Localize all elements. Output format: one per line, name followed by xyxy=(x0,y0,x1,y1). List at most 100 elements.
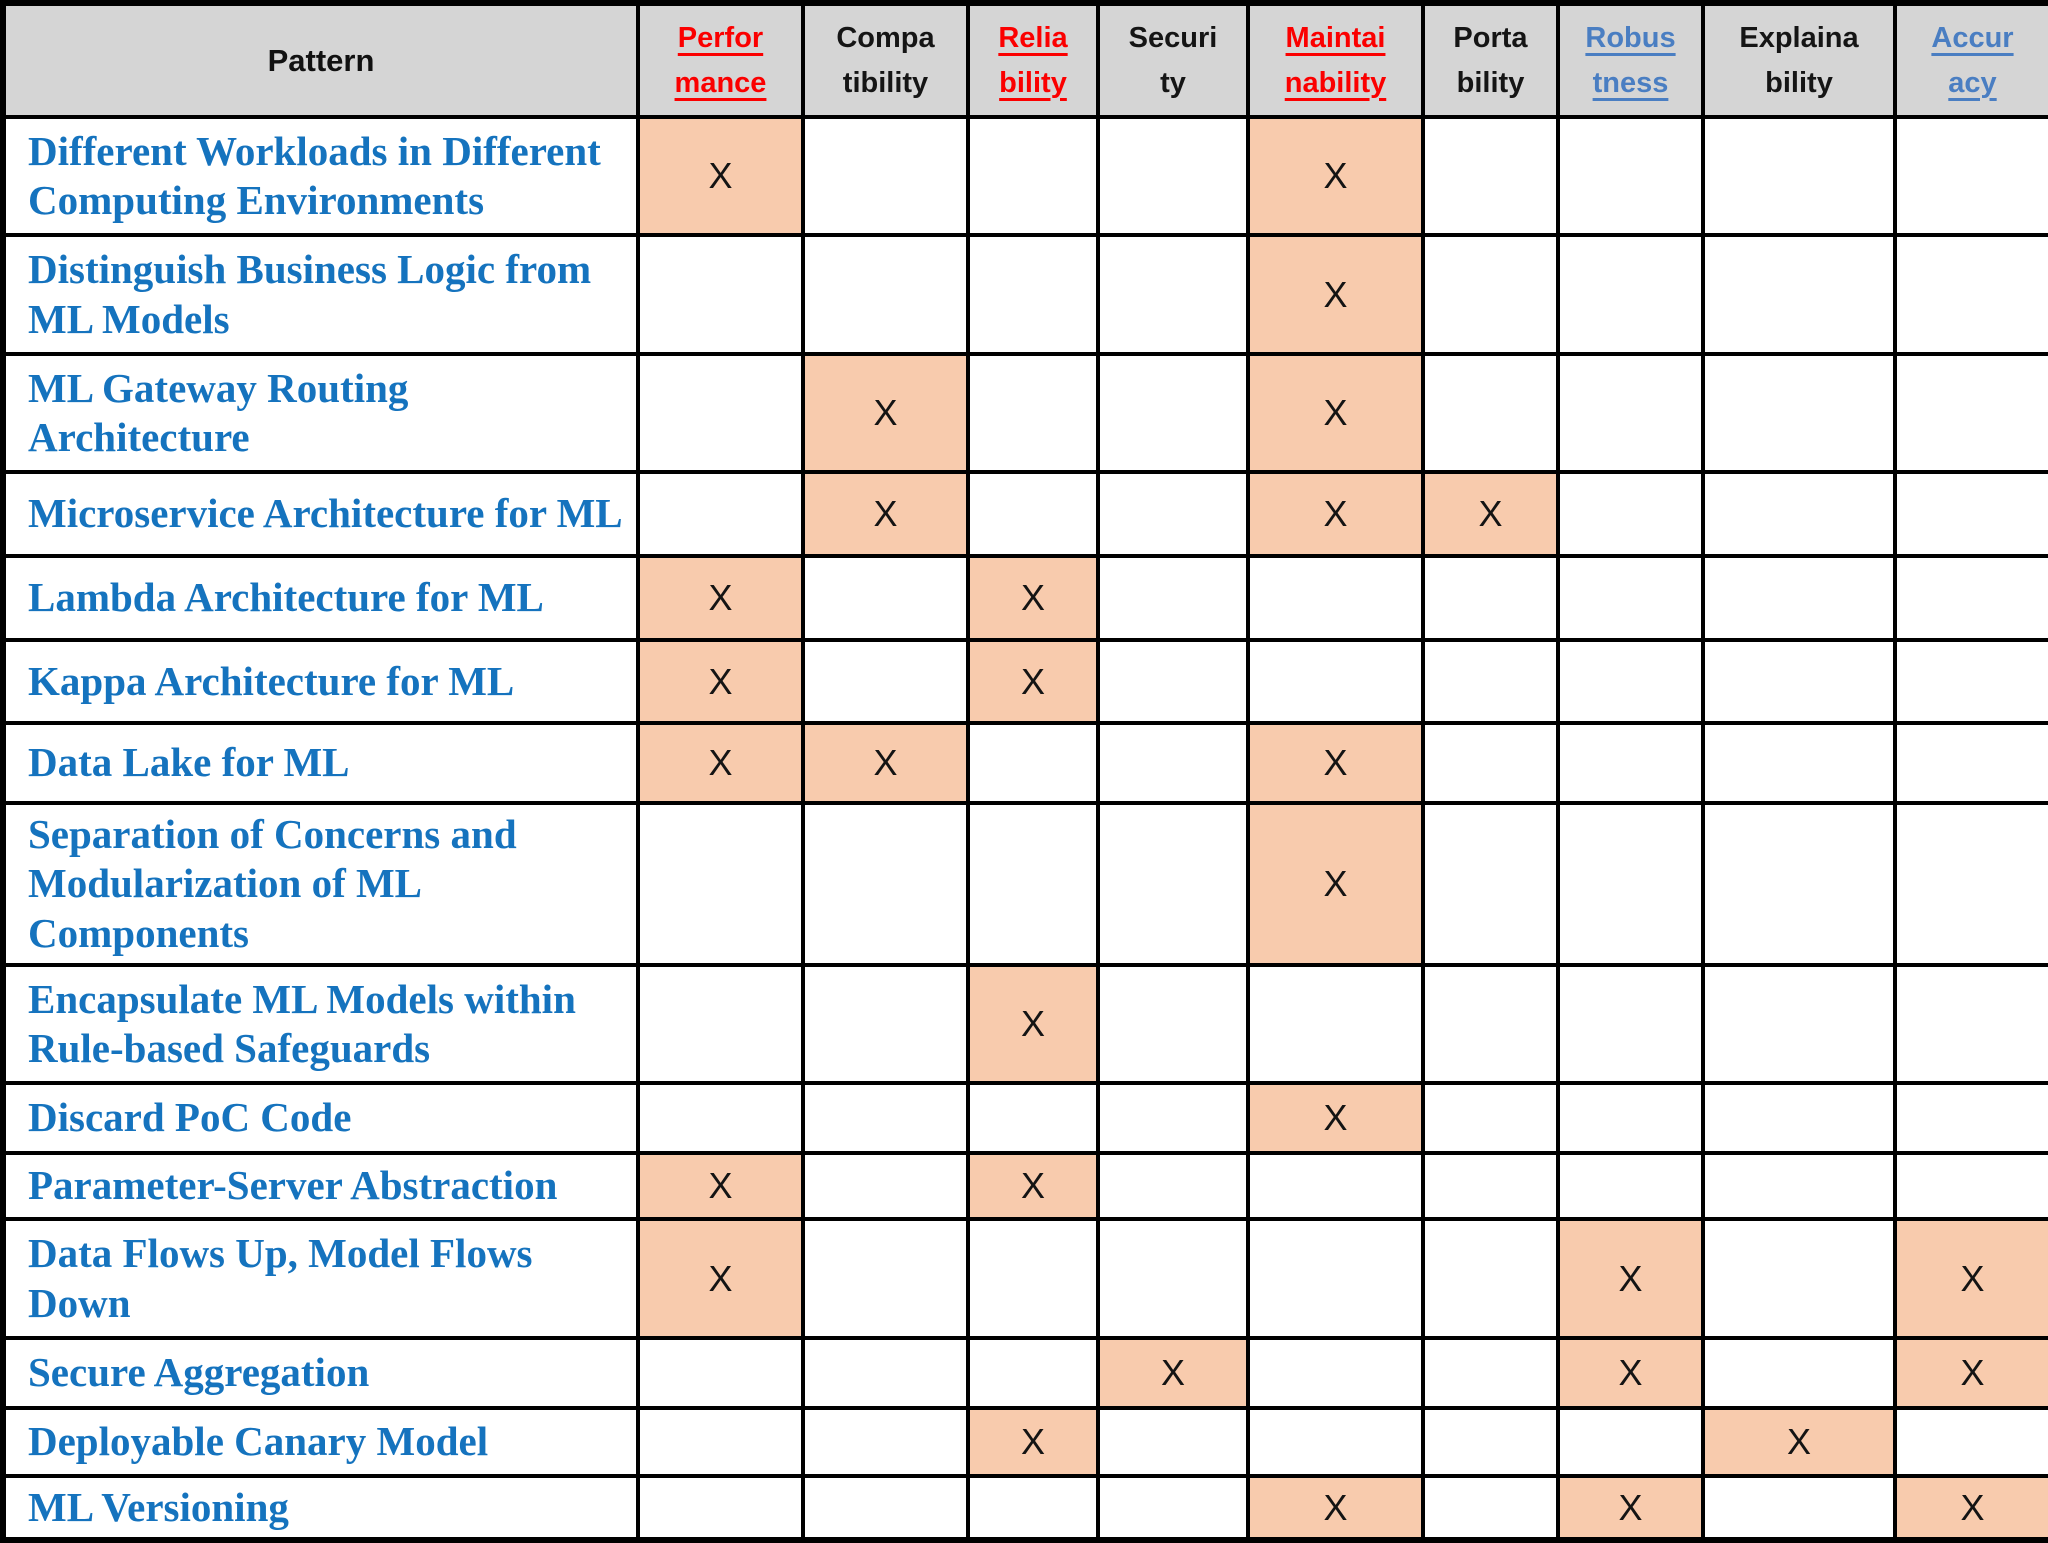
table-row: Different Workloads in Different Computi… xyxy=(1,115,2048,237)
mark-cell-robustness: X xyxy=(1556,1217,1705,1340)
table-row: Secure Aggregation X X X xyxy=(1,1336,2048,1410)
mark-cell-portability: X xyxy=(1421,470,1560,558)
column-header-security: Securi ty xyxy=(1096,1,1250,119)
empty-cell-portability xyxy=(1421,721,1560,805)
empty-cell-robustness xyxy=(1556,1151,1705,1221)
mark-cell-reliability: X xyxy=(966,554,1100,642)
column-header-maintainability: Maintai nability xyxy=(1246,1,1425,119)
pattern-cell: Deployable Canary Model xyxy=(1,1406,640,1478)
empty-cell-explainability xyxy=(1701,801,1897,967)
empty-cell-security xyxy=(1096,963,1250,1085)
empty-cell-robustness xyxy=(1556,352,1705,474)
empty-cell-security xyxy=(1096,721,1250,805)
mark-cell-maintainability: X xyxy=(1246,352,1425,474)
pattern-cell: Data Lake for ML xyxy=(1,721,640,805)
table-row: Microservice Architecture for ML X X X xyxy=(1,470,2048,558)
mark-cell-reliability: X xyxy=(966,1151,1100,1221)
empty-cell-compatibility xyxy=(801,638,970,725)
mark-cell-maintainability: X xyxy=(1246,470,1425,558)
mark-cell-accuracy: X xyxy=(1893,1217,2048,1340)
mark-cell-maintainability: X xyxy=(1246,801,1425,967)
empty-cell-explainability xyxy=(1701,963,1897,1085)
mark-cell-accuracy: X xyxy=(1893,1336,2048,1410)
mark-cell-maintainability: X xyxy=(1246,1474,1425,1542)
empty-cell-explainability xyxy=(1701,1151,1897,1221)
empty-cell-compatibility xyxy=(801,1406,970,1478)
column-header-explainability: Explaina bility xyxy=(1701,1,1897,119)
table-row: Kappa Architecture for ML X X xyxy=(1,638,2048,725)
empty-cell-portability xyxy=(1421,233,1560,356)
empty-cell-security xyxy=(1096,554,1250,642)
mark-cell-maintainability: X xyxy=(1246,721,1425,805)
empty-cell-security xyxy=(1096,470,1250,558)
pattern-cell: Separation of Concerns and Modularizatio… xyxy=(1,801,640,967)
pattern-cell: ML Gateway Routing Architecture xyxy=(1,352,640,474)
mark-cell-performance: X xyxy=(636,638,805,725)
mark-cell-compatibility: X xyxy=(801,721,970,805)
empty-cell-robustness xyxy=(1556,554,1705,642)
empty-cell-accuracy xyxy=(1893,233,2048,356)
column-header-portability: Porta bility xyxy=(1421,1,1560,119)
pattern-cell: Encapsulate ML Models within Rule-based … xyxy=(1,963,640,1085)
pattern-cell: Discard PoC Code xyxy=(1,1081,640,1155)
pattern-cell: ML Versioning xyxy=(1,1474,640,1542)
empty-cell-security xyxy=(1096,638,1250,725)
mark-cell-reliability: X xyxy=(966,1406,1100,1478)
pattern-cell: Different Workloads in Different Computi… xyxy=(1,115,640,237)
empty-cell-portability xyxy=(1421,1406,1560,1478)
empty-cell-explainability xyxy=(1701,1217,1897,1340)
empty-cell-explainability xyxy=(1701,1474,1897,1542)
empty-cell-portability xyxy=(1421,963,1560,1085)
empty-cell-reliability xyxy=(966,352,1100,474)
empty-cell-maintainability xyxy=(1246,554,1425,642)
table-row: Separation of Concerns and Modularizatio… xyxy=(1,801,2048,967)
mark-cell-compatibility: X xyxy=(801,470,970,558)
empty-cell-portability xyxy=(1421,1474,1560,1542)
pattern-cell: Lambda Architecture for ML xyxy=(1,554,640,642)
column-header-reliability: Relia bility xyxy=(966,1,1100,119)
empty-cell-compatibility xyxy=(801,554,970,642)
empty-cell-robustness xyxy=(1556,721,1705,805)
empty-cell-maintainability xyxy=(1246,1217,1425,1340)
empty-cell-security xyxy=(1096,1081,1250,1155)
empty-cell-accuracy xyxy=(1893,721,2048,805)
empty-cell-accuracy xyxy=(1893,1406,2048,1478)
empty-cell-performance xyxy=(636,1474,805,1542)
table-row: Data Flows Up, Model Flows Down X X X xyxy=(1,1217,2048,1340)
mark-cell-explainability: X xyxy=(1701,1406,1897,1478)
empty-cell-reliability xyxy=(966,233,1100,356)
empty-cell-accuracy xyxy=(1893,801,2048,967)
empty-cell-performance xyxy=(636,1406,805,1478)
empty-cell-security xyxy=(1096,1406,1250,1478)
mark-cell-security: X xyxy=(1096,1336,1250,1410)
empty-cell-compatibility xyxy=(801,1336,970,1410)
empty-cell-portability xyxy=(1421,352,1560,474)
empty-cell-accuracy xyxy=(1893,554,2048,642)
mark-cell-robustness: X xyxy=(1556,1474,1705,1542)
empty-cell-security xyxy=(1096,115,1250,237)
pattern-cell: Data Flows Up, Model Flows Down xyxy=(1,1217,640,1340)
empty-cell-performance xyxy=(636,1081,805,1155)
empty-cell-explainability xyxy=(1701,115,1897,237)
mark-cell-reliability: X xyxy=(966,963,1100,1085)
empty-cell-accuracy xyxy=(1893,638,2048,725)
empty-cell-reliability xyxy=(966,801,1100,967)
empty-cell-compatibility xyxy=(801,233,970,356)
empty-cell-portability xyxy=(1421,554,1560,642)
mark-cell-reliability: X xyxy=(966,638,1100,725)
column-header-pattern: Pattern xyxy=(1,1,640,119)
column-header-compatibility: Compa tibility xyxy=(801,1,970,119)
pattern-cell: Parameter-Server Abstraction xyxy=(1,1151,640,1221)
empty-cell-performance xyxy=(636,233,805,356)
mark-cell-compatibility: X xyxy=(801,352,970,474)
empty-cell-performance xyxy=(636,352,805,474)
empty-cell-robustness xyxy=(1556,1406,1705,1478)
column-header-performance: Perfor mance xyxy=(636,1,805,119)
empty-cell-robustness xyxy=(1556,801,1705,967)
empty-cell-compatibility xyxy=(801,1474,970,1542)
empty-cell-security xyxy=(1096,1474,1250,1542)
empty-cell-portability xyxy=(1421,115,1560,237)
empty-cell-compatibility xyxy=(801,1151,970,1221)
empty-cell-reliability xyxy=(966,470,1100,558)
empty-cell-reliability xyxy=(966,721,1100,805)
